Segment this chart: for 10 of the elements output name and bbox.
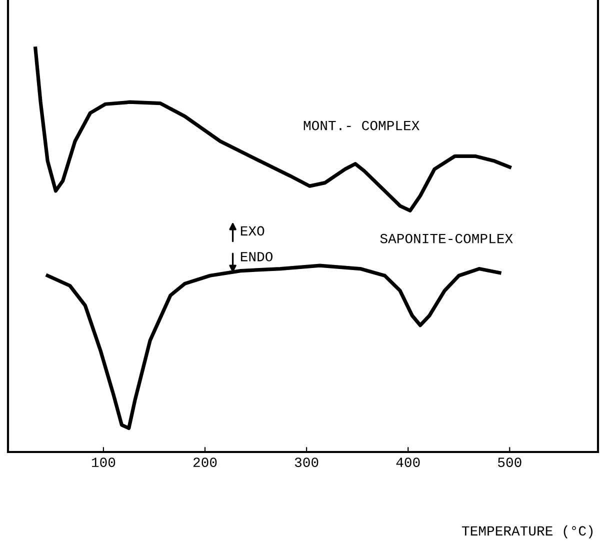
x-axis-title: TEMPERATURE (°C) bbox=[462, 525, 593, 538]
text: MONT.- COMPLEX bbox=[304, 120, 420, 130]
text: SAPONITE-COMPLEX bbox=[380, 234, 513, 244]
x-tick-label: 100 bbox=[92, 458, 116, 468]
x-tick-label: 200 bbox=[193, 458, 217, 468]
x-tick-label: 300 bbox=[294, 458, 318, 468]
annotation: ENDO bbox=[240, 252, 273, 262]
annotation: EXO bbox=[240, 226, 264, 236]
x-tick-label: 500 bbox=[498, 458, 522, 468]
x-tick-label: 400 bbox=[396, 458, 420, 468]
